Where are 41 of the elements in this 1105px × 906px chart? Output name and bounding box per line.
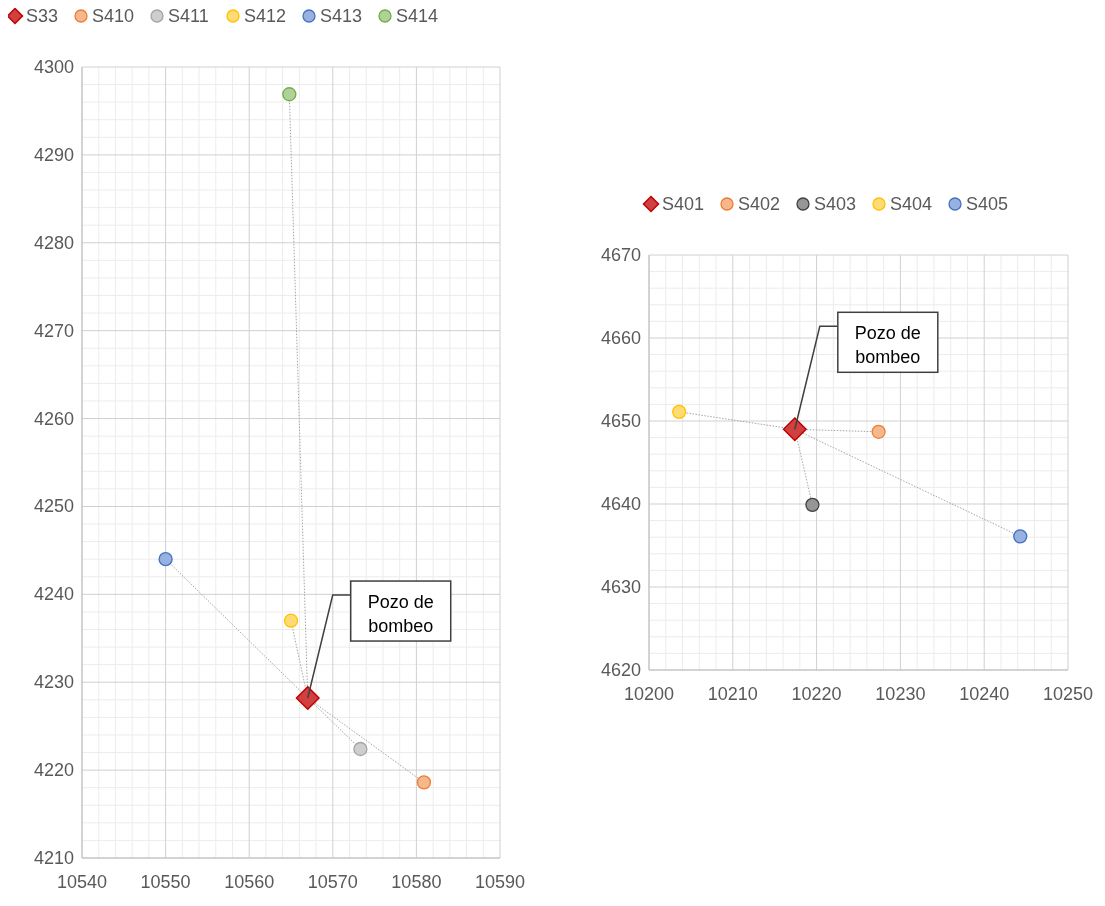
x-tick-label: 10550 <box>140 872 191 892</box>
x-tick-label: 10200 <box>623 684 675 704</box>
y-tick-label: 4650 <box>600 411 641 431</box>
x-tick-label: 10230 <box>875 684 926 704</box>
annotation: Pozo de bombeo <box>854 323 921 368</box>
y-tick-label: 4670 <box>600 245 641 265</box>
legend-label: S413 <box>320 6 363 26</box>
y-tick-label: 4220 <box>33 760 74 781</box>
legend-label: S405 <box>966 194 1009 214</box>
legend-label: S33 <box>26 6 59 26</box>
y-tick-label: 4300 <box>33 57 74 77</box>
x-tick-label: 10540 <box>56 872 108 892</box>
legend-label: S401 <box>662 194 705 214</box>
legend-label: S404 <box>890 194 933 214</box>
x-tick-label: 10580 <box>391 872 442 892</box>
y-tick-label: 4230 <box>33 672 74 693</box>
x-tick-label: 10570 <box>307 872 358 892</box>
x-tick-label: 10560 <box>224 872 275 892</box>
y-tick-label: 4280 <box>33 232 74 253</box>
y-tick-label: 4260 <box>33 408 74 429</box>
y-tick-label: 4660 <box>600 328 641 348</box>
annotation: Pozo de bombeo <box>367 592 434 637</box>
legend-label: S402 <box>738 194 781 214</box>
x-tick-label: 10240 <box>959 684 1010 704</box>
y-tick-label: 4630 <box>600 577 641 597</box>
legend-label: S403 <box>814 194 857 214</box>
legend-label: S412 <box>244 6 287 26</box>
y-tick-label: 4620 <box>600 660 641 680</box>
y-tick-label: 4290 <box>33 144 74 165</box>
legend-label: S411 <box>168 6 209 26</box>
y-tick-label: 4270 <box>33 320 74 341</box>
y-tick-label: 4210 <box>33 848 74 868</box>
x-tick-label: 10250 <box>1042 684 1094 704</box>
y-tick-label: 4640 <box>600 494 641 514</box>
x-tick-label: 10210 <box>707 684 758 704</box>
legend-label: S410 <box>92 6 135 26</box>
legend-label: S414 <box>396 6 439 26</box>
x-tick-label: 10220 <box>791 684 842 704</box>
x-tick-label: 10590 <box>474 872 526 892</box>
y-tick-label: 4250 <box>33 496 74 517</box>
y-tick-label: 4240 <box>33 584 74 605</box>
